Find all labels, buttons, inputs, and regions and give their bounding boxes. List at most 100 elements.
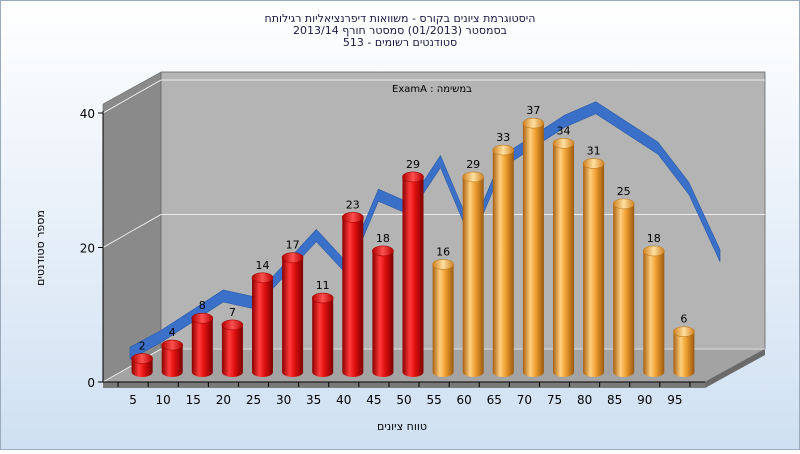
x-tick-label: 75 [547, 393, 562, 407]
bar-value-label: 2 [139, 340, 146, 353]
x-tick-label: 55 [426, 393, 441, 407]
bar-body [312, 298, 334, 377]
bar [161, 339, 183, 377]
x-tick-label: 15 [186, 393, 201, 407]
bar-body [583, 163, 605, 377]
bar-value-label: 6 [680, 313, 687, 326]
bar-value-label: 31 [587, 145, 601, 158]
bar-top [251, 272, 274, 284]
bar-top [311, 292, 334, 304]
bar-body [221, 324, 243, 377]
bar [311, 292, 334, 377]
bar-value-label: 17 [286, 239, 300, 252]
axes: 0 20 40 5 10 15 20 25 30 35 40 45 50 55 60 65 70 75 80 85 90… [80, 107, 705, 407]
bar [191, 312, 214, 377]
bar-top [191, 312, 214, 324]
chart-subtitle-semester: בסמסטר (01/2013) סמסטר חורף 2013/14 [293, 24, 507, 37]
x-tick-label: 30 [276, 393, 291, 407]
x-tick-label: 50 [396, 393, 411, 407]
bar-body [613, 203, 635, 377]
bar-body [342, 217, 364, 377]
bar-body [553, 143, 574, 377]
bar-value-label: 29 [466, 158, 480, 171]
bar-value-label: 7 [229, 306, 236, 319]
bar-top [131, 353, 153, 364]
bar-body [282, 257, 304, 377]
bar-body [191, 318, 213, 377]
y-tick-label: 20 [80, 242, 95, 256]
chart-title: היסטוגרמת ציונים בקורס - משוואות דיפרנצי… [265, 12, 536, 25]
bar-top [372, 245, 394, 257]
bar-value-label: 4 [169, 326, 176, 339]
bar-value-label: 25 [617, 185, 631, 198]
bars [131, 117, 695, 377]
gridline-side [102, 79, 162, 114]
bar-value-label: 16 [436, 245, 450, 258]
bar [582, 158, 605, 377]
bar-body [432, 264, 454, 377]
bar-top [552, 138, 575, 149]
x-tick-label: 5 [129, 393, 137, 407]
bar-top [492, 144, 515, 156]
bar-top [462, 171, 485, 183]
bar-body [522, 123, 544, 377]
x-tick-label: 60 [457, 393, 472, 407]
bar-body [462, 176, 484, 377]
bar-top [612, 198, 635, 210]
bar-top [522, 117, 545, 129]
bar [612, 198, 635, 377]
bar [492, 144, 515, 377]
x-axis-label: טווח ציונים [377, 420, 427, 433]
bar-value-label: 8 [199, 299, 206, 312]
trend-band-shape [129, 101, 721, 360]
bar [341, 212, 364, 377]
chart-annotation: ExamA : במשימה [392, 84, 472, 95]
bar-value-label: 18 [376, 232, 390, 245]
x-tick-label: 20 [216, 393, 231, 407]
bar-top [642, 245, 665, 257]
bar-value-label: 34 [557, 124, 571, 137]
y-tick-label: 40 [80, 107, 95, 121]
bar [432, 259, 454, 377]
x-tick-label: 70 [517, 393, 532, 407]
bar-value-label: 37 [526, 104, 540, 117]
chart-subtitle-students: 513 - סטודנטים רשומים [343, 36, 457, 49]
bar [552, 138, 575, 377]
bar-top [221, 319, 244, 331]
gridline-side [102, 214, 162, 248]
bar [372, 245, 394, 377]
x-tick-label: 80 [577, 393, 592, 407]
plot-floor-edge [103, 382, 705, 388]
y-axis-label: מספר סטודנטים [34, 210, 47, 286]
plot-floor-edge-side [705, 349, 765, 388]
bar-top [281, 252, 304, 263]
x-tick-label: 10 [156, 393, 171, 407]
bar-value-label: 23 [346, 198, 360, 211]
bar-value-label: 33 [496, 131, 510, 144]
bar [221, 319, 244, 377]
x-tick-label: 35 [306, 393, 321, 407]
bar [402, 171, 424, 377]
bar-body [161, 345, 183, 377]
x-tick-label: 95 [667, 393, 682, 407]
y-tick-label: 0 [87, 376, 95, 390]
bar [462, 171, 485, 377]
bar-body [402, 176, 424, 377]
bar-value-labels: 2 4 8 7 14 17 11 23 18 29 16 29 33 37 34 31 25 18 6 [139, 104, 688, 352]
bar-top [402, 171, 424, 183]
bar [281, 252, 304, 377]
bar-body [372, 250, 394, 377]
bar [642, 245, 665, 377]
bar-top [161, 339, 183, 351]
x-tick-label: 45 [366, 393, 381, 407]
bar-body [643, 250, 665, 377]
x-tick-label: 65 [487, 393, 502, 407]
bar-body [492, 150, 514, 377]
bar [522, 117, 545, 377]
x-tick-label: 90 [637, 393, 652, 407]
bar-top [341, 212, 364, 223]
trend-band [129, 101, 721, 360]
x-tick-label: 85 [607, 393, 622, 407]
